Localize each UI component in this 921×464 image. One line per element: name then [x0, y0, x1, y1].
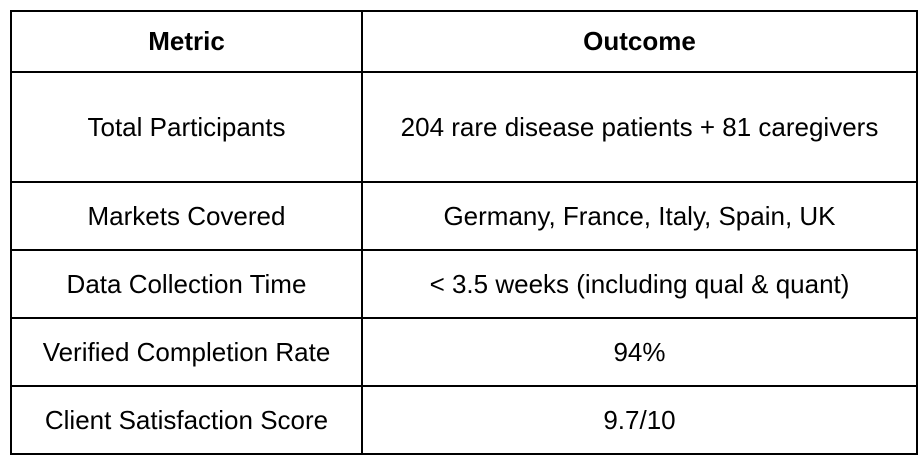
outcome-cell: 204 rare disease patients + 81 caregiver…: [361, 71, 918, 183]
metric-cell: Data Collection Time: [10, 249, 363, 319]
table-row: Markets Covered Germany, France, Italy, …: [10, 181, 918, 251]
table-header-row: Metric Outcome: [10, 10, 918, 73]
metric-cell: Verified Completion Rate: [10, 317, 363, 387]
outcome-cell: Germany, France, Italy, Spain, UK: [361, 181, 918, 251]
results-table: Metric Outcome Total Participants 204 ra…: [10, 10, 918, 455]
outcome-cell: < 3.5 weeks (including qual & quant): [361, 249, 918, 319]
header-metric: Metric: [10, 10, 363, 73]
metric-cell: Markets Covered: [10, 181, 363, 251]
table-row: Verified Completion Rate 94%: [10, 317, 918, 387]
outcome-cell: 94%: [361, 317, 918, 387]
table-row: Total Participants 204 rare disease pati…: [10, 71, 918, 183]
table-row: Data Collection Time < 3.5 weeks (includ…: [10, 249, 918, 319]
table-row: Client Satisfaction Score 9.7/10: [10, 385, 918, 455]
metric-cell: Client Satisfaction Score: [10, 385, 363, 455]
header-outcome: Outcome: [361, 10, 918, 73]
metric-cell: Total Participants: [10, 71, 363, 183]
outcome-cell: 9.7/10: [361, 385, 918, 455]
